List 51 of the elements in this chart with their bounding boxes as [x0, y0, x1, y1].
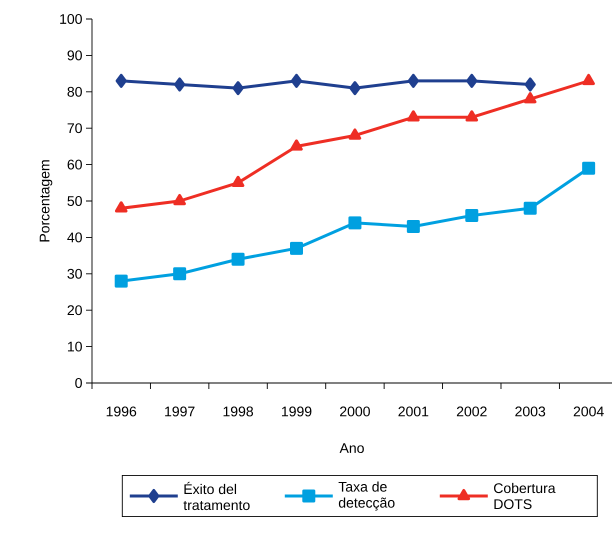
y-tick-label: 50 [67, 196, 82, 206]
legend-label: Éxito del tratamento [184, 482, 250, 510]
y-tick-label: 60 [68, 160, 82, 170]
x-tick-label: 2000 [340, 406, 370, 416]
point [524, 202, 537, 215]
point [116, 74, 127, 88]
point [114, 274, 128, 288]
x-tick-label: 1997 [165, 406, 194, 416]
x-tick-label: 2004 [574, 406, 604, 416]
point [466, 74, 478, 88]
y-tick-label: 100 [60, 14, 82, 24]
x-tick-label: 1996 [106, 406, 136, 416]
x-axis-title: Ano [340, 443, 364, 454]
legend-label: Taxa de detecção [338, 481, 395, 511]
y-tick-label: 30 [67, 268, 82, 279]
y-tick-label: 10 [68, 342, 82, 352]
point [232, 176, 244, 188]
point [349, 81, 361, 96]
y-tick-label: 40 [67, 232, 82, 242]
point [290, 139, 303, 151]
point [524, 92, 536, 104]
point [232, 252, 245, 266]
point [524, 78, 536, 92]
point [406, 220, 420, 233]
point [290, 74, 302, 88]
x-tick-label: 1999 [282, 406, 312, 416]
x-tick-label: 2003 [515, 406, 546, 416]
point [407, 110, 420, 122]
point [232, 81, 244, 96]
y-axis-title: Porcentagem [40, 160, 52, 242]
point [173, 267, 186, 280]
point [465, 209, 478, 222]
point [114, 201, 128, 213]
x-tick-label: 1998 [224, 406, 254, 416]
point [348, 128, 362, 140]
point [173, 194, 186, 206]
x-tick-label: 2001 [398, 406, 428, 416]
point [408, 74, 419, 88]
y-tick-label: 70 [68, 123, 82, 134]
y-tick-label: 20 [68, 305, 82, 316]
point [290, 242, 303, 255]
y-tick-label: 90 [68, 50, 82, 60]
y-tick-label: 80 [68, 86, 82, 97]
point [174, 78, 186, 92]
point [466, 110, 478, 122]
point [348, 216, 362, 230]
x-tick-label: 2002 [456, 406, 487, 416]
point [582, 162, 596, 175]
y-tick-label: 0 [75, 378, 82, 388]
point [582, 74, 595, 86]
legend-label: Cobertura DOTS [494, 482, 556, 510]
